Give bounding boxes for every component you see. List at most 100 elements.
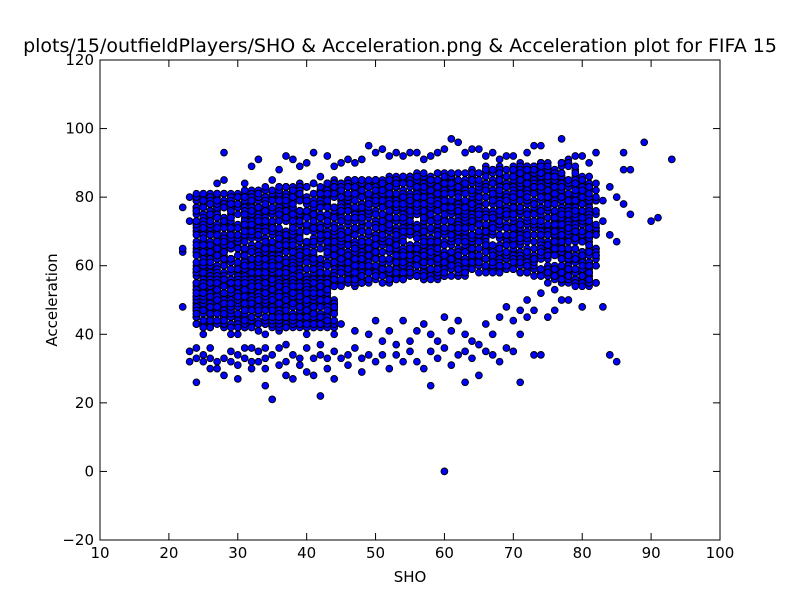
- data-point: [426, 381, 435, 390]
- data-point: [268, 244, 277, 253]
- data-point: [392, 213, 401, 222]
- data-point: [220, 371, 228, 380]
- data-point: [206, 344, 215, 352]
- data-point: [502, 241, 511, 249]
- x-tick-label: 70: [504, 544, 523, 562]
- data-point: [364, 244, 373, 253]
- data-point: [440, 268, 449, 277]
- data-point: [185, 193, 194, 201]
- data-point: [302, 330, 311, 339]
- data-point: [564, 296, 573, 304]
- data-point: [509, 210, 518, 219]
- data-point: [295, 320, 304, 328]
- data-point: [206, 303, 215, 311]
- data-point: [578, 152, 587, 160]
- data-point: [316, 224, 325, 232]
- data-point: [413, 244, 421, 253]
- data-point: [378, 279, 387, 287]
- data-point: [550, 189, 559, 198]
- data-point: [550, 200, 559, 208]
- data-point: [330, 251, 339, 260]
- data-point: [406, 179, 414, 188]
- data-point: [468, 337, 476, 345]
- data-point: [495, 155, 504, 164]
- data-point: [282, 340, 290, 349]
- data-point: [543, 193, 552, 201]
- data-point: [213, 231, 221, 239]
- data-point: [289, 351, 297, 359]
- data-point: [364, 351, 373, 359]
- data-point: [323, 248, 332, 256]
- x-axis-label: SHO: [394, 568, 427, 586]
- data-point: [330, 183, 339, 191]
- data-point: [316, 296, 325, 304]
- data-point: [261, 289, 270, 297]
- data-point: [516, 176, 525, 184]
- data-point: [488, 179, 497, 188]
- data-point: [261, 244, 270, 253]
- data-point: [233, 251, 242, 260]
- data-point: [282, 285, 290, 294]
- data-point: [557, 268, 566, 277]
- data-point: [192, 289, 201, 297]
- data-point: [240, 210, 249, 219]
- data-point: [309, 148, 318, 157]
- data-point: [481, 186, 490, 195]
- data-point: [461, 189, 469, 198]
- data-point: [309, 265, 318, 273]
- data-point: [495, 268, 504, 277]
- data-point: [316, 268, 325, 277]
- data-point: [206, 316, 215, 325]
- data-point: [461, 148, 469, 157]
- data-point: [461, 268, 469, 277]
- data-point: [295, 162, 304, 171]
- data-point: [295, 282, 304, 291]
- data-point: [220, 282, 228, 291]
- data-point: [543, 251, 552, 260]
- x-tick-label: 80: [573, 544, 592, 562]
- data-point: [578, 193, 587, 201]
- data-point: [178, 303, 187, 311]
- data-point: [543, 241, 552, 249]
- data-point: [364, 200, 373, 208]
- x-tick-label: 60: [435, 544, 454, 562]
- data-point: [475, 340, 483, 349]
- data-point: [282, 268, 290, 277]
- data-point: [468, 258, 476, 267]
- data-point: [543, 313, 552, 321]
- data-point: [289, 248, 297, 256]
- data-point: [199, 196, 208, 205]
- data-point: [295, 227, 304, 236]
- data-point: [481, 193, 490, 201]
- data-point: [447, 361, 456, 369]
- data-point: [426, 275, 435, 284]
- data-point: [357, 193, 366, 201]
- data-point: [364, 268, 373, 277]
- data-point: [385, 364, 394, 373]
- data-point: [261, 200, 270, 208]
- data-point: [316, 351, 325, 359]
- data-point: [220, 248, 228, 256]
- data-point: [344, 275, 352, 284]
- data-point: [440, 145, 449, 153]
- data-point: [599, 196, 607, 205]
- data-point: [605, 183, 614, 191]
- data-point: [592, 186, 600, 195]
- data-point: [592, 179, 600, 188]
- data-point: [392, 268, 401, 277]
- data-point: [530, 231, 538, 239]
- data-point: [557, 244, 566, 253]
- data-point: [247, 268, 256, 277]
- data-point: [254, 255, 263, 263]
- data-point: [385, 255, 394, 263]
- data-point: [413, 200, 421, 208]
- data-point: [275, 292, 283, 301]
- data-point: [289, 299, 297, 308]
- data-point: [619, 165, 628, 174]
- data-point: [247, 248, 256, 256]
- data-point: [543, 220, 552, 229]
- data-point: [488, 148, 497, 157]
- data-point: [254, 241, 263, 249]
- data-point: [213, 316, 221, 325]
- data-point: [302, 213, 311, 222]
